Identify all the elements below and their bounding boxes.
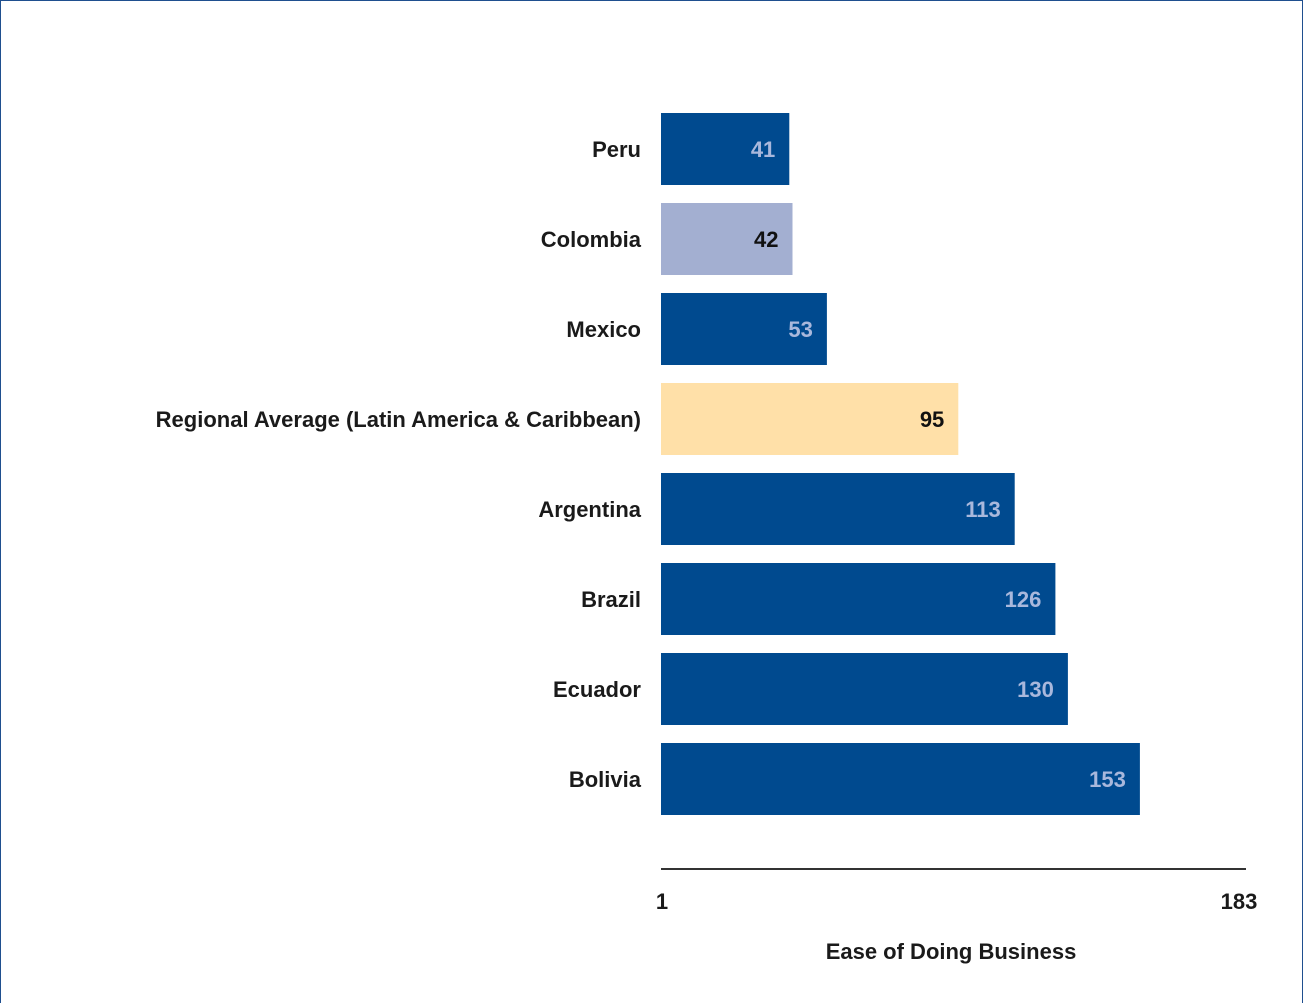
category-label-ecuador: Ecuador (553, 677, 641, 702)
value-label-brazil: 126 (1005, 587, 1042, 612)
category-label-argentina: Argentina (538, 497, 641, 522)
bar-bolivia (661, 743, 1140, 815)
value-label-colombia: 42 (754, 227, 778, 252)
category-label-regional-average-latin-america-caribbean: Regional Average (Latin America & Caribb… (156, 407, 641, 432)
category-label-brazil: Brazil (581, 587, 641, 612)
bar-ecuador (661, 653, 1068, 725)
x-axis-title: Ease of Doing Business (826, 939, 1077, 964)
bar-regional-average-latin-america-caribbean (661, 383, 959, 455)
x-tick-label-min: 1 (656, 889, 668, 914)
bar-colombia (661, 203, 793, 275)
value-label-ecuador: 130 (1017, 677, 1054, 702)
value-label-argentina: 113 (965, 497, 1001, 522)
value-label-peru: 41 (751, 137, 775, 162)
value-label-mexico: 53 (788, 317, 812, 342)
category-label-bolivia: Bolivia (569, 767, 642, 792)
category-label-mexico: Mexico (566, 317, 641, 342)
bar-mexico (661, 293, 827, 365)
category-label-colombia: Colombia (541, 227, 642, 252)
bar-argentina (661, 473, 1015, 545)
bar-peru (661, 113, 790, 185)
value-label-regional-average-latin-america-caribbean: 95 (920, 407, 944, 432)
value-label-bolivia: 153 (1089, 767, 1126, 792)
bar-brazil (661, 563, 1056, 635)
bars-layer: Peru 41 Colombia 42 Mexico 53 Regional Average… (156, 113, 1140, 815)
x-tick-label-max: 183 (1221, 889, 1258, 914)
category-label-peru: Peru (592, 137, 641, 162)
